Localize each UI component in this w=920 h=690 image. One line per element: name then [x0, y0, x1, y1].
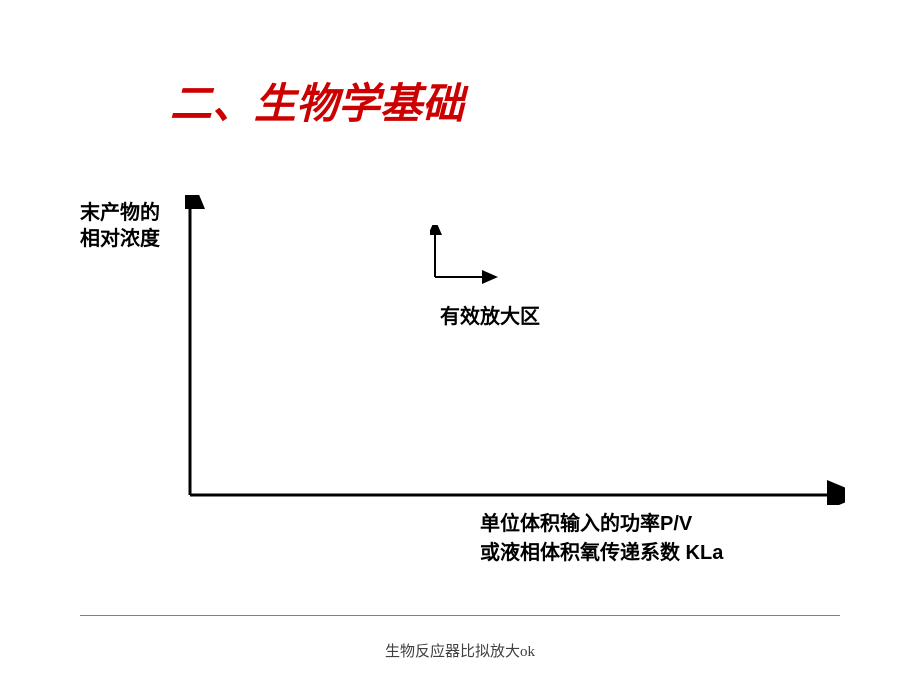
y-axis-label-line2: 相对浓度 — [80, 226, 160, 252]
y-axis-label: 末产物的 相对浓度 — [80, 200, 160, 252]
separator-line — [80, 615, 840, 616]
mini-axes-svg — [430, 225, 500, 285]
x-axis-label-line1: 单位体积输入的功率P/V — [480, 510, 723, 539]
slide-title: 二、生物学基础 — [170, 70, 464, 131]
slide-container: 二、生物学基础 末产物的 相对浓度 有效放大区 单位 — [0, 0, 920, 690]
region-label: 有效放大区 — [440, 300, 540, 329]
main-axes-svg — [185, 195, 845, 505]
footer-text: 生物反应器比拟放大ok — [0, 640, 920, 661]
y-axis-label-line1: 末产物的 — [80, 200, 160, 226]
x-axis-label-line2: 或液相体积氧传递系数 KLa — [480, 539, 723, 568]
main-axes — [185, 195, 845, 495]
x-axis-label: 单位体积输入的功率P/V 或液相体积氧传递系数 KLa — [480, 510, 723, 568]
mini-axes — [430, 225, 500, 290]
